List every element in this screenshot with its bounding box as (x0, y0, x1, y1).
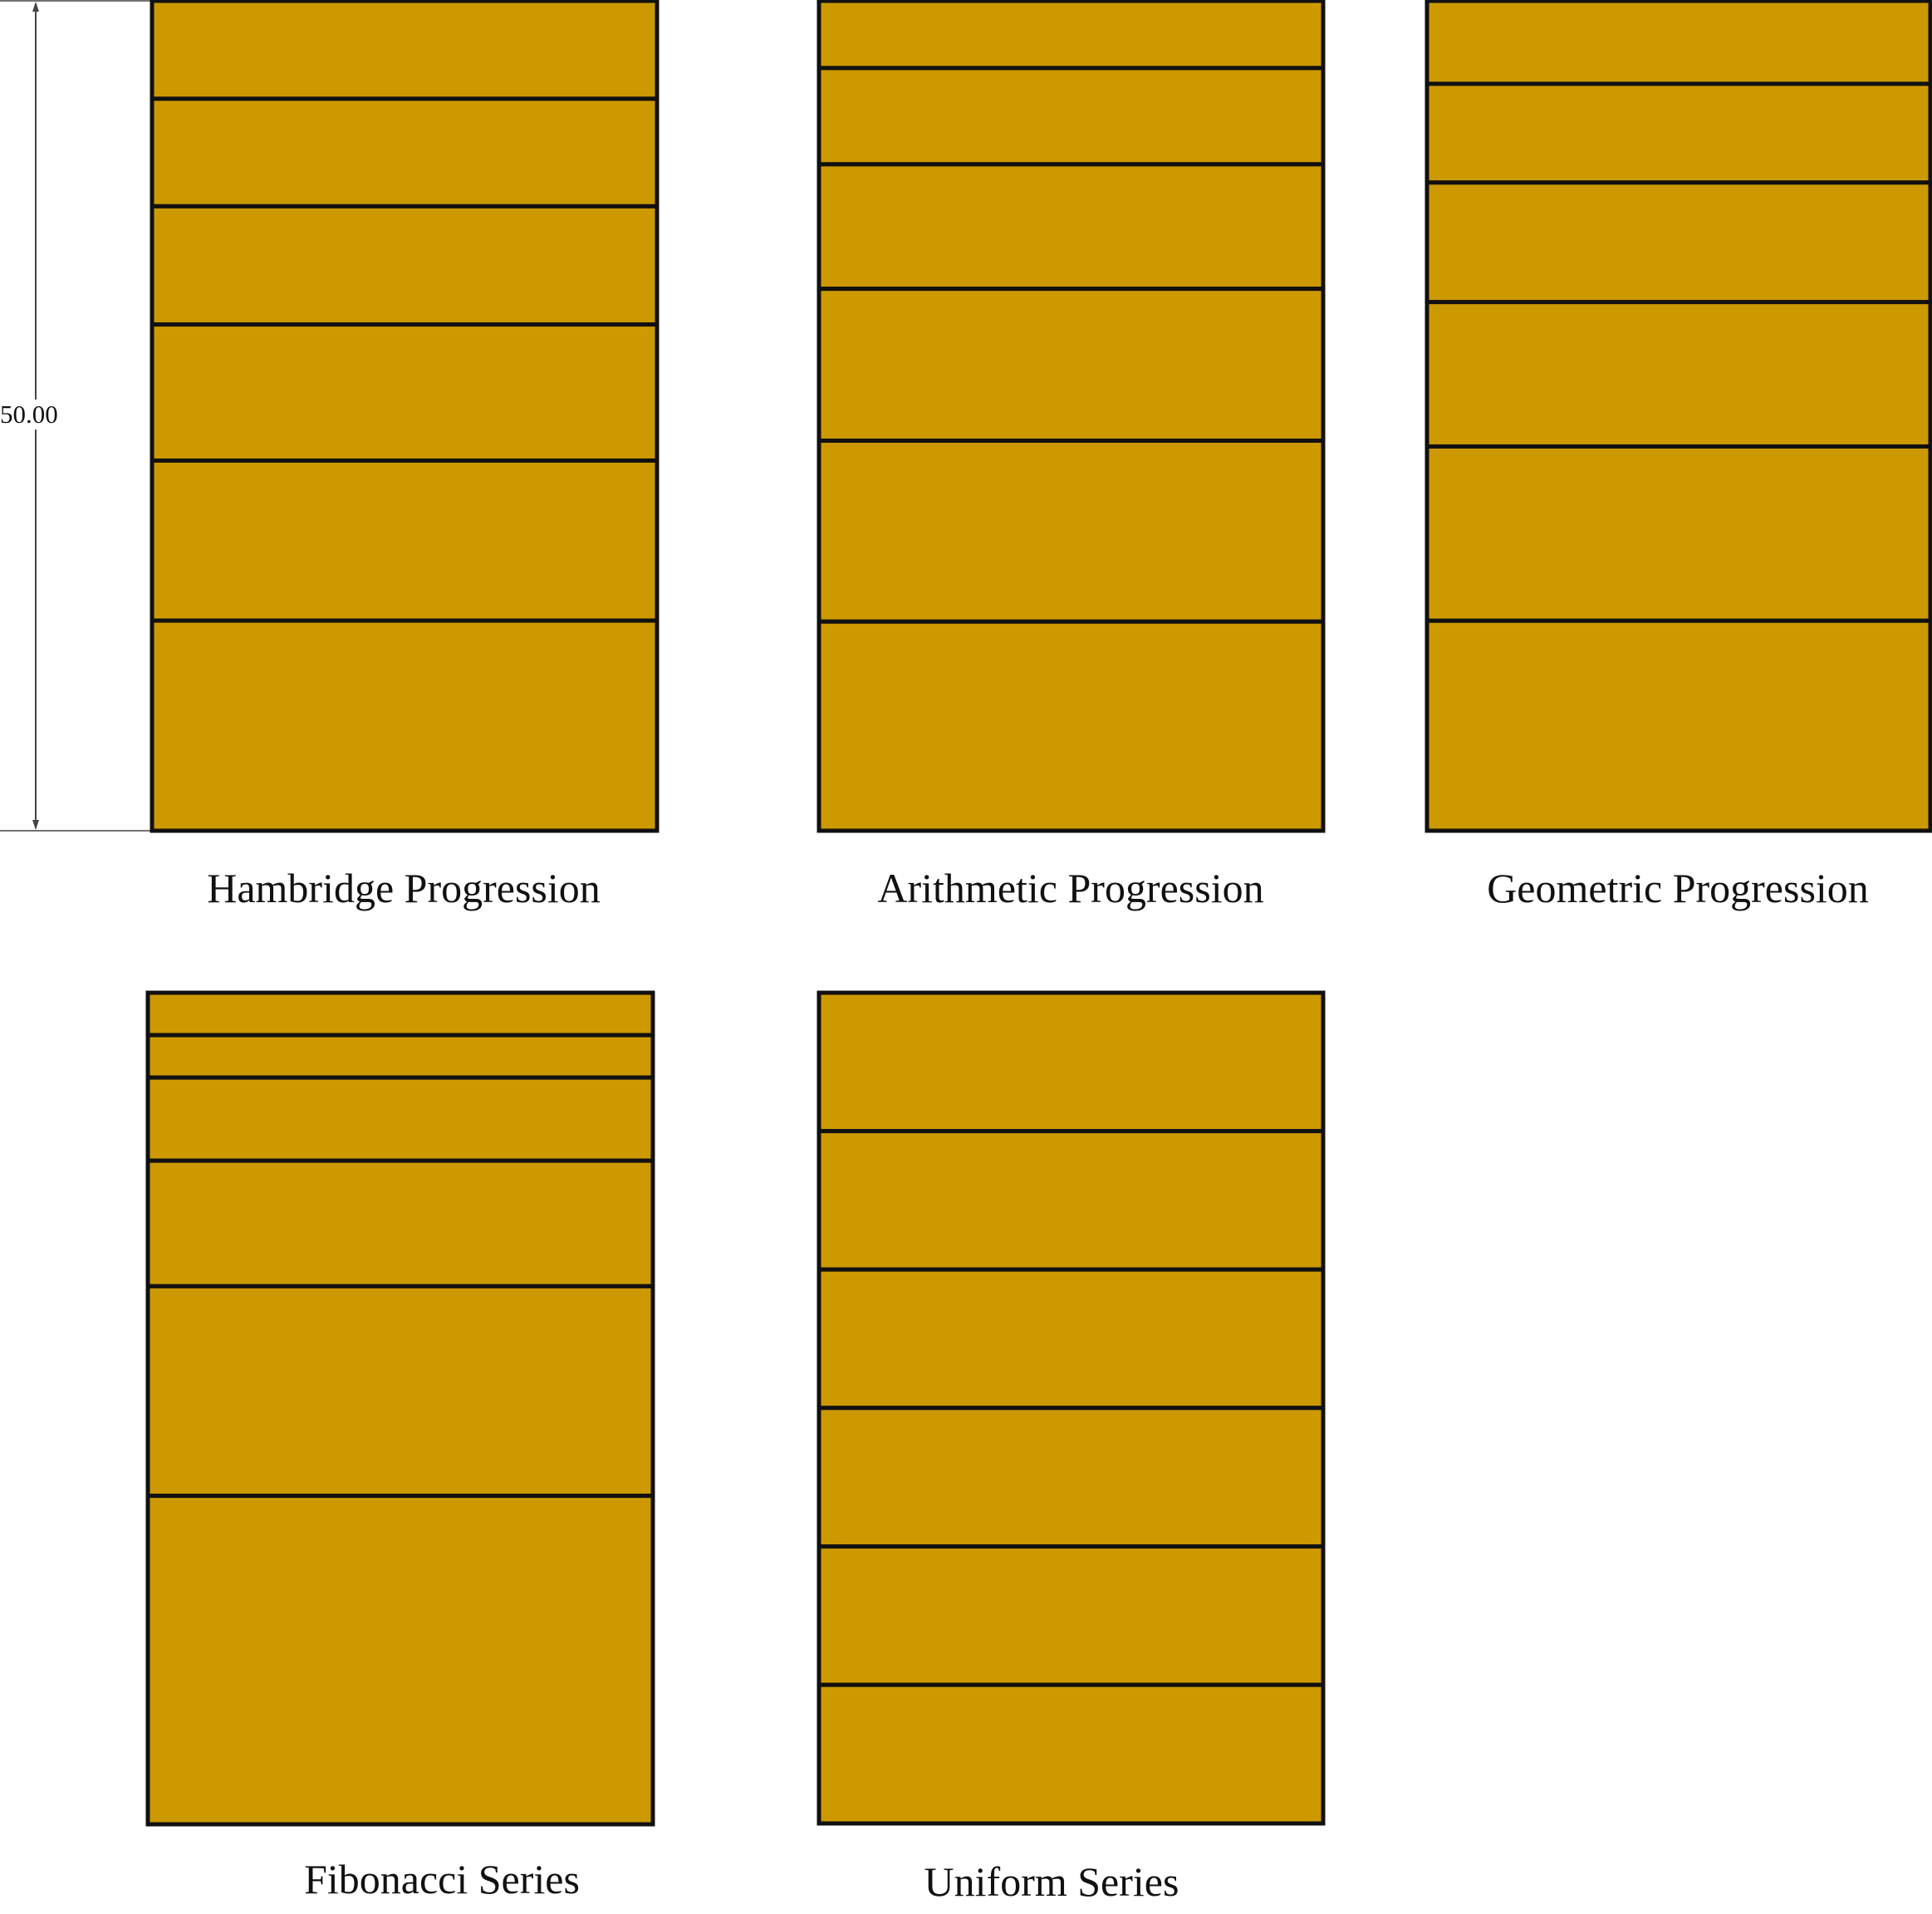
dimension-arrow-bottom (32, 820, 39, 830)
panel-fibonacci (145, 990, 655, 1827)
uniform-drawer-2 (816, 1129, 1326, 1272)
uniform-drawer-6 (816, 1682, 1326, 1826)
arithmetic-drawer-2 (816, 66, 1326, 167)
panel-geometric (1424, 0, 1932, 833)
hambridge-drawer-1 (150, 0, 660, 101)
hambridge-drawer-4 (150, 322, 660, 463)
fibonacci-drawer-2 (145, 1033, 655, 1080)
arithmetic-drawer-5 (816, 438, 1326, 624)
geometric-drawer-4 (1424, 300, 1932, 449)
arithmetic-drawer-4 (816, 287, 1326, 443)
fibonacci-drawer-4 (145, 1158, 655, 1288)
caption-arithmetic: Arithmetic Progression (877, 865, 1264, 911)
uniform-drawer-3 (816, 1267, 1326, 1411)
geometric-drawer-2 (1424, 81, 1932, 185)
arithmetic-drawer-3 (816, 162, 1326, 292)
arithmetic-drawer-6 (816, 619, 1326, 833)
panel-arithmetic (816, 0, 1326, 833)
uniform-drawer-1 (816, 990, 1326, 1134)
fibonacci-drawer-5 (145, 1283, 655, 1499)
hambridge-drawer-5 (150, 458, 660, 623)
geometric-drawer-3 (1424, 180, 1932, 305)
caption-fibonacci: Fibonacci Series (304, 1856, 580, 1902)
fibonacci-drawer-6 (145, 1494, 655, 1827)
hambridge-drawer-2 (150, 96, 660, 209)
hambridge-drawer-6 (150, 618, 660, 833)
height-dimension-label: 50.00 (0, 400, 58, 429)
caption-hambridge: Hambridge Progression (207, 865, 601, 911)
panel-hambridge (150, 0, 660, 833)
geometric-drawer-6 (1424, 618, 1932, 833)
caption-geometric: Geometric Progression (1487, 865, 1869, 911)
uniform-drawer-4 (816, 1406, 1326, 1549)
geometric-drawer-1 (1424, 0, 1932, 86)
arithmetic-drawer-1 (816, 0, 1326, 71)
geometric-drawer-5 (1424, 444, 1932, 623)
panel-uniform (816, 990, 1326, 1826)
fibonacci-drawer-3 (145, 1075, 655, 1163)
hambridge-drawer-3 (150, 204, 660, 327)
drawer-panels (145, 0, 1932, 1827)
caption-uniform: Uniform Series (924, 1858, 1179, 1905)
dimension-arrow-top (32, 2, 39, 12)
fibonacci-drawer-1 (145, 990, 655, 1038)
uniform-drawer-5 (816, 1544, 1326, 1687)
